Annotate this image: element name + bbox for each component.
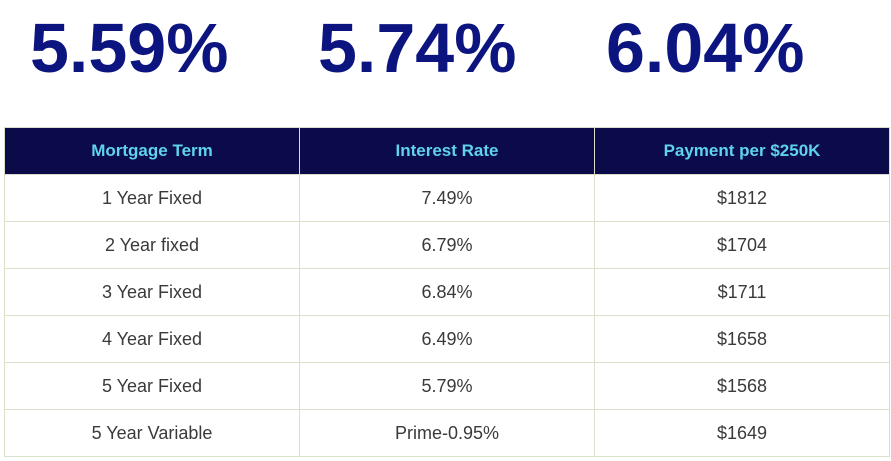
cell-rate: 6.79% xyxy=(299,221,595,269)
cell-payment: $1812 xyxy=(594,174,890,222)
headline-rate-2: 5.74% xyxy=(318,9,517,87)
cell-term: 5 Year Fixed xyxy=(4,362,300,410)
table-row: 4 Year Fixed 6.49% $1658 xyxy=(4,315,890,363)
mortgage-rates-table: Mortgage Term Interest Rate Payment per … xyxy=(4,127,890,457)
cell-payment: $1704 xyxy=(594,221,890,269)
cell-payment: $1568 xyxy=(594,362,890,410)
table-row: 2 Year fixed 6.79% $1704 xyxy=(4,221,890,269)
table-row: 5 Year Fixed 5.79% $1568 xyxy=(4,362,890,410)
header-payment: Payment per $250K xyxy=(594,127,890,175)
cell-rate: 5.79% xyxy=(299,362,595,410)
cell-term: 2 Year fixed xyxy=(4,221,300,269)
headline-rate-1: 5.59% xyxy=(30,9,229,87)
cell-payment: $1658 xyxy=(594,315,890,363)
cell-term: 1 Year Fixed xyxy=(4,174,300,222)
table-row: 1 Year Fixed 7.49% $1812 xyxy=(4,174,890,222)
cell-term: 4 Year Fixed xyxy=(4,315,300,363)
cell-rate: 6.84% xyxy=(299,268,595,316)
cell-term: 5 Year Variable xyxy=(4,409,300,457)
cell-rate: 7.49% xyxy=(299,174,595,222)
table-row: 3 Year Fixed 6.84% $1711 xyxy=(4,268,890,316)
header-mortgage-term: Mortgage Term xyxy=(4,127,300,175)
header-interest-rate: Interest Rate xyxy=(299,127,595,175)
cell-payment: $1711 xyxy=(594,268,890,316)
cell-term: 3 Year Fixed xyxy=(4,268,300,316)
headline-rates: 5.59% 5.74% 6.04% xyxy=(0,0,891,128)
cell-payment: $1649 xyxy=(594,409,890,457)
cell-rate: 6.49% xyxy=(299,315,595,363)
cell-rate: Prime-0.95% xyxy=(299,409,595,457)
table-header-row: Mortgage Term Interest Rate Payment per … xyxy=(4,127,890,175)
table-row: 5 Year Variable Prime-0.95% $1649 xyxy=(4,409,890,457)
headline-rate-3: 6.04% xyxy=(606,9,805,87)
